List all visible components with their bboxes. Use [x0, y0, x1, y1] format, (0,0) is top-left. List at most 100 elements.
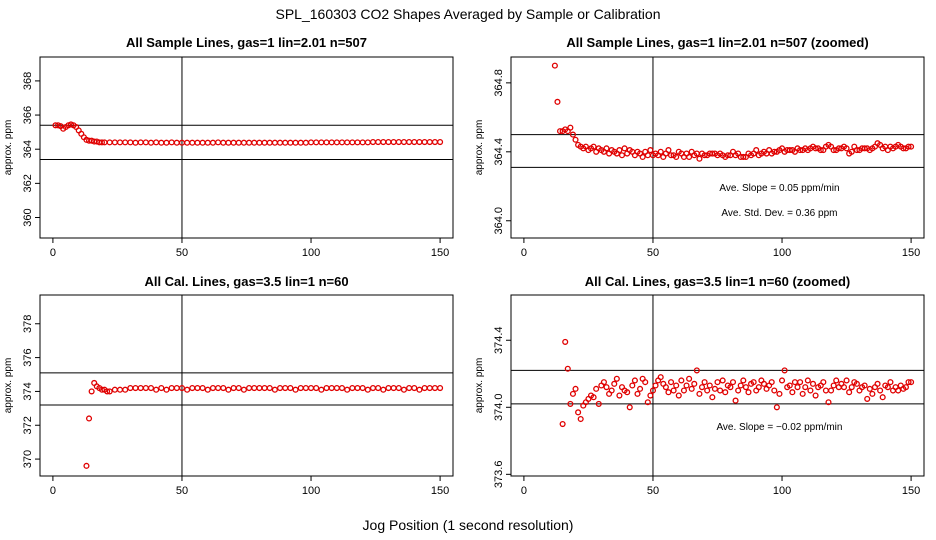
data-point — [696, 390, 703, 397]
data-point — [277, 384, 284, 392]
figure-xlabel: Jog Position (1 second resolution) — [363, 517, 574, 533]
data-point — [740, 153, 747, 161]
data-point — [116, 139, 124, 146]
data-point — [686, 153, 693, 161]
data-point — [740, 377, 747, 384]
y-axis-label: approx. ppm — [3, 120, 14, 176]
data-point — [282, 139, 289, 146]
x-tick-label: 0 — [521, 247, 527, 259]
data-point — [426, 138, 433, 146]
data-point — [642, 379, 649, 386]
data-point — [406, 138, 413, 146]
data-point — [235, 384, 242, 392]
data-point — [603, 145, 610, 152]
data-point — [572, 385, 579, 392]
data-point — [848, 148, 855, 155]
data-point — [406, 384, 413, 392]
x-tick-label: 50 — [176, 485, 188, 497]
data-point — [616, 147, 623, 154]
data-point — [644, 399, 651, 406]
data-point — [153, 386, 160, 393]
data-point — [812, 145, 819, 152]
data-point — [686, 375, 693, 382]
y-axis-label: approx. ppm — [474, 358, 485, 414]
data-point — [667, 152, 675, 159]
y-tick-label: 364.4 — [493, 138, 505, 166]
data-point — [575, 409, 582, 416]
data-point — [132, 139, 139, 146]
data-point — [266, 384, 273, 392]
data-point — [724, 152, 731, 159]
data-point — [127, 384, 134, 392]
data-point — [168, 139, 175, 146]
data-point — [184, 386, 191, 393]
data-point — [380, 386, 387, 393]
data-point — [905, 379, 912, 386]
panel-title: All Sample Lines, gas=1 lin=2.01 n=507 — [126, 35, 367, 50]
data-point — [431, 138, 438, 146]
x-tick-label: 50 — [647, 247, 659, 259]
data-point — [282, 384, 289, 392]
data-point — [153, 139, 160, 146]
data-point — [613, 375, 620, 382]
data-point — [562, 338, 569, 345]
data-point — [616, 392, 623, 399]
data-point — [302, 384, 309, 392]
data-point — [647, 392, 654, 399]
data-point — [127, 139, 134, 146]
data-point — [908, 379, 915, 386]
data-point — [776, 390, 783, 397]
data-point — [905, 143, 912, 150]
panel-title: All Cal. Lines, gas=3.5 lin=1 n=60 — [144, 274, 348, 289]
data-point — [631, 377, 638, 384]
data-point — [861, 145, 868, 152]
y-tick-label: 374 — [22, 382, 34, 400]
chart-panel: All Cal. Lines, gas=3.5 lin=1 n=60 0 50 100… — [3, 274, 454, 497]
data-point — [809, 380, 817, 387]
data-point — [637, 385, 644, 392]
data-point — [416, 138, 423, 146]
data-point — [431, 384, 438, 392]
data-point — [256, 384, 263, 392]
data-point — [297, 139, 304, 146]
data-point — [416, 386, 423, 393]
data-point — [590, 394, 597, 401]
data-point — [292, 139, 299, 146]
data-point — [230, 384, 237, 392]
data-point — [822, 387, 829, 394]
data-point — [683, 382, 690, 389]
data-point — [251, 384, 258, 392]
x-tick-label: 100 — [773, 247, 791, 259]
data-point — [755, 384, 762, 391]
data-point — [781, 367, 788, 374]
data-point — [292, 386, 299, 393]
data-point — [745, 389, 752, 396]
data-point — [220, 384, 227, 392]
data-point — [804, 377, 811, 384]
data-point — [649, 387, 657, 394]
data-point — [297, 384, 304, 392]
y-tick-label: 366 — [22, 106, 34, 124]
data-point — [246, 384, 253, 392]
plot-frame — [510, 56, 925, 239]
data-point — [344, 386, 351, 393]
data-point — [709, 150, 716, 157]
data-point — [246, 139, 253, 146]
data-point — [354, 139, 361, 146]
data-point — [385, 138, 392, 146]
data-point — [639, 153, 646, 161]
data-point — [122, 386, 129, 393]
data-point — [215, 139, 222, 146]
data-point — [789, 389, 796, 396]
data-point — [595, 400, 602, 407]
data-point — [608, 387, 615, 394]
x-tick-label: 150 — [431, 247, 449, 259]
data-point — [773, 404, 780, 411]
y-tick-label: 360 — [22, 208, 34, 226]
data-point — [104, 388, 111, 395]
data-point — [572, 136, 579, 143]
x-tick-label: 150 — [431, 485, 449, 497]
data-point — [696, 155, 703, 162]
data-point — [680, 387, 687, 394]
